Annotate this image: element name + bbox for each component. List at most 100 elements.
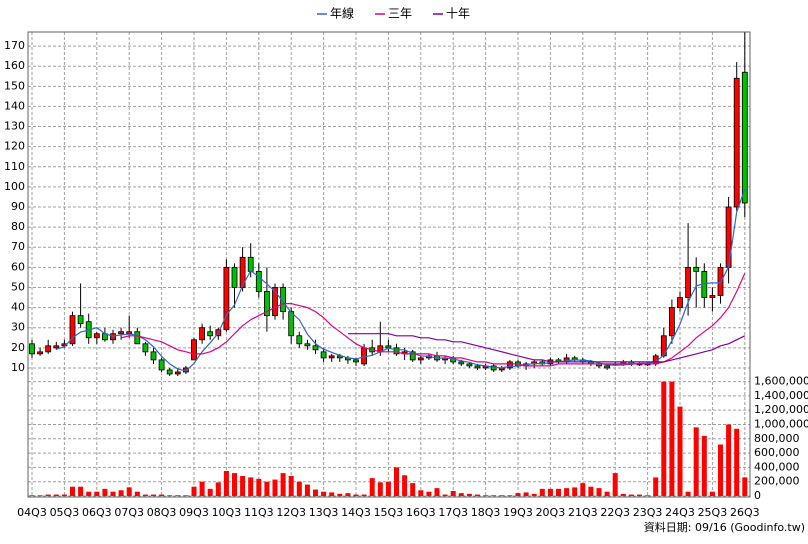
x-tick-label: 20Q3 (536, 506, 566, 519)
volume-bar (564, 488, 570, 496)
volume-bar (596, 488, 602, 496)
y-tick-label: 50 (11, 280, 25, 293)
candle-body (231, 266, 238, 288)
candle-body (312, 345, 319, 351)
candle-body (361, 347, 368, 365)
volume-bar (515, 493, 521, 496)
volume-bar (458, 493, 464, 496)
x-tick-label: 22Q3 (600, 506, 630, 519)
candle-body (409, 351, 416, 361)
x-tick-label: 09Q3 (179, 506, 209, 519)
y2-tick-label: 200,000 (754, 475, 800, 488)
y-tick-label: 160 (4, 59, 25, 72)
candle-body (118, 331, 124, 335)
volume-bar (248, 477, 254, 496)
legend-label: 年線 (330, 6, 354, 21)
candle-body (126, 331, 133, 335)
volume-bar (418, 490, 424, 496)
candle-body (158, 359, 165, 371)
x-tick-label: 06Q3 (82, 506, 112, 519)
volume-bar (53, 494, 59, 496)
legend-label: 三年 (388, 7, 412, 21)
volume-bar (385, 481, 391, 496)
candle-body (669, 307, 675, 337)
candle-body (37, 351, 43, 355)
candle-body (223, 266, 230, 331)
volume-bar (110, 491, 116, 496)
y-tick-label: 150 (4, 79, 25, 92)
volume-bar (288, 475, 294, 496)
y2-tick-label: 1,000,000 (754, 417, 808, 430)
y-tick-label: 30 (11, 321, 25, 334)
candle-body (741, 71, 748, 204)
volume-bar (369, 478, 375, 496)
y-tick-label: 120 (4, 140, 25, 153)
x-tick-label: 11Q3 (244, 506, 274, 519)
y2-tick-label: 1,600,000 (754, 375, 808, 388)
y-tick-label: 110 (4, 160, 25, 173)
volume-bar (491, 495, 497, 496)
candle-body (353, 359, 359, 363)
volume-bar (434, 488, 440, 496)
volume-bar (410, 483, 416, 496)
ma-line (347, 333, 746, 363)
volume-bar (709, 491, 715, 496)
y-tick-label: 140 (4, 99, 25, 112)
volume-bar (426, 491, 432, 496)
volume-bar (126, 487, 132, 496)
candle-body (393, 347, 400, 355)
volume-bar (677, 406, 683, 496)
volume-bar (499, 495, 505, 496)
volume-bar (661, 381, 667, 496)
volume-bar (588, 486, 594, 496)
volume-bar (199, 481, 205, 496)
candle-body (604, 365, 610, 369)
candle-body (304, 343, 311, 347)
volume-bar (701, 435, 707, 496)
candle-body (328, 355, 335, 359)
volume-bar (361, 494, 367, 496)
volume-bar (45, 494, 51, 496)
volume-bar (475, 494, 480, 496)
volume-bar (94, 491, 100, 496)
candle-body (142, 343, 149, 353)
candle-body (717, 266, 724, 296)
x-tick-label: 18Q3 (471, 506, 501, 519)
volume-bar (118, 490, 124, 496)
candle-body (320, 351, 327, 359)
volume-bar (685, 491, 691, 496)
candle-body (693, 266, 700, 272)
volume-bar (442, 494, 448, 496)
candle-body (247, 256, 254, 272)
volume-bar (142, 494, 148, 496)
candle-body (239, 256, 246, 288)
candle-body (296, 335, 303, 345)
candle-body (255, 270, 262, 292)
volume-bar (580, 483, 586, 496)
x-tick-label: 14Q3 (341, 506, 371, 519)
candle-body (474, 365, 481, 369)
volume-bar (86, 491, 92, 496)
y2-tick-label: 800,000 (754, 432, 800, 445)
x-tick-label: 17Q3 (438, 506, 468, 519)
candle-body (280, 287, 287, 313)
volume-bar (483, 495, 489, 496)
volume-bar (102, 488, 108, 496)
y-tick-label: 70 (11, 240, 25, 253)
x-tick-label: 19Q3 (503, 506, 533, 519)
y-tick-label: 100 (4, 180, 25, 193)
volume-bar (159, 494, 165, 496)
candle-body (685, 266, 691, 298)
ma-line (120, 273, 746, 367)
candle-body (506, 361, 513, 369)
x-tick-label: 13Q3 (309, 506, 339, 519)
volume-bar (612, 473, 618, 496)
x-tick-label: 07Q3 (114, 506, 144, 519)
volume-bar (207, 488, 213, 496)
volume-bar (70, 486, 75, 496)
candle-body (263, 291, 270, 317)
volume-bar (337, 493, 343, 496)
volume-bar (466, 493, 472, 496)
volume-bar (523, 492, 529, 496)
candle-body (385, 345, 392, 349)
